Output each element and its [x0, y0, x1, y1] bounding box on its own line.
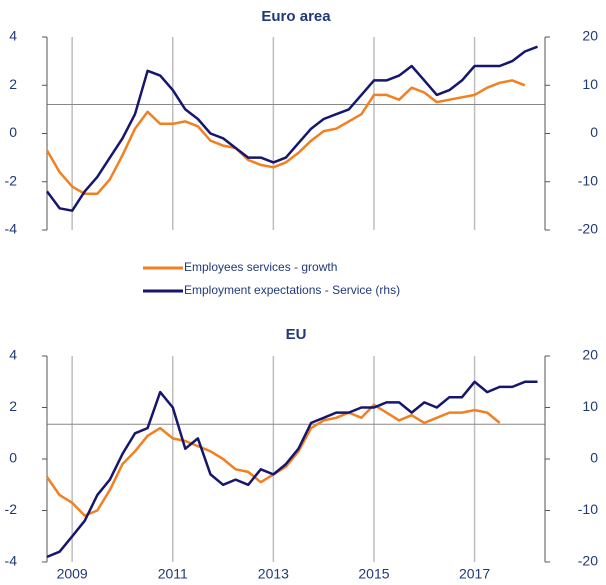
y2-tick-label: 10	[582, 398, 598, 414]
y-tick-label: 0	[9, 450, 17, 466]
y2-tick-label: 20	[582, 28, 598, 44]
chart-title: Euro area	[261, 8, 331, 25]
legend-label: Employment expectations - Service (rhs)	[184, 283, 400, 297]
x-tick-label: 2011	[158, 566, 188, 582]
y-tick-label: 2	[9, 398, 17, 414]
series-line	[45, 45, 538, 212]
y2-tick-label: -10	[578, 501, 598, 517]
y-tick-label: -2	[5, 172, 18, 188]
chart-title: EU	[286, 326, 307, 343]
series-line	[46, 380, 538, 559]
y2-tick-label: -10	[578, 172, 598, 188]
y2-tick-label: -20	[578, 221, 598, 237]
series-line	[45, 79, 526, 196]
y-tick-label: 4	[9, 347, 17, 363]
x-tick-label: 2017	[459, 566, 490, 582]
y-tick-label: 2	[9, 76, 17, 92]
y2-tick-label: 20	[582, 347, 598, 363]
y-tick-label: -4	[5, 221, 18, 237]
x-tick-label: 2015	[358, 566, 389, 582]
y2-tick-label: -20	[578, 553, 598, 569]
y2-tick-label: 0	[590, 124, 598, 140]
legend-label: Employees services - growth	[184, 260, 337, 274]
x-tick-label: 2009	[57, 566, 88, 582]
y-tick-label: -2	[5, 501, 18, 517]
y2-tick-label: 0	[590, 450, 598, 466]
y-tick-label: -4	[5, 553, 18, 569]
y-tick-label: 0	[9, 124, 17, 140]
x-tick-label: 2013	[258, 566, 289, 582]
y2-tick-label: 10	[582, 76, 598, 92]
y-tick-label: 4	[9, 28, 17, 44]
